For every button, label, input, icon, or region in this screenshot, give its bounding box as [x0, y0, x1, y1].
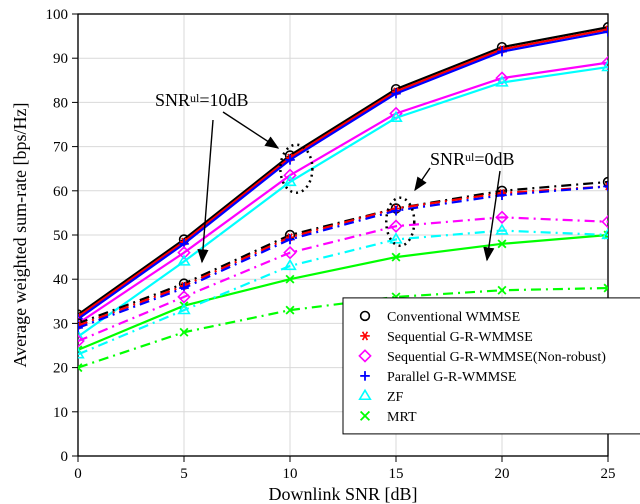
y-axis-label: Average weighted sum-rate [bps/Hz] [10, 102, 30, 367]
chart-svg: 0 5 10 15 20 25 0 10 20 30 40 50 60 70 80 90 100 Downlink… [0, 0, 640, 504]
x-axis-label: Downlink SNR [dB] [268, 484, 417, 504]
ytick-label: 40 [53, 272, 68, 288]
ytick-label: 100 [46, 7, 69, 23]
ytick-label: 30 [53, 316, 68, 332]
ytick-label: 20 [53, 361, 68, 377]
ytick-label: 80 [53, 95, 68, 111]
xtick-label: 20 [495, 466, 510, 482]
snr10-label: SNRul=10dB [155, 90, 249, 110]
legend-label: MRT [387, 410, 417, 425]
ytick-label: 60 [53, 184, 68, 200]
xtick-label: 15 [389, 466, 404, 482]
legend-label: Parallel G-R-WMMSE [387, 370, 516, 385]
legend-label: Sequential G-R-WMMSE [387, 330, 533, 345]
ytick-label: 10 [53, 405, 68, 421]
ytick-label: 0 [61, 449, 69, 465]
xtick-label: 5 [180, 466, 188, 482]
legend-label: Conventional WMMSE [387, 310, 520, 325]
ytick-label: 70 [53, 140, 68, 156]
legend-label: ZF [387, 390, 404, 405]
legend: Conventional WMMSE Sequential G-R-WMMSE Se… [343, 298, 640, 434]
chart-container: 0 5 10 15 20 25 0 10 20 30 40 50 60 70 80 90 100 Downlink… [0, 0, 640, 504]
ytick-label: 50 [53, 228, 68, 244]
xtick-label: 10 [283, 466, 298, 482]
legend-label: Sequential G-R-WMMSE(Non-robust) [387, 350, 606, 365]
ytick-label: 90 [53, 51, 68, 67]
xtick-label: 0 [74, 466, 82, 482]
xtick-label: 25 [601, 466, 616, 482]
